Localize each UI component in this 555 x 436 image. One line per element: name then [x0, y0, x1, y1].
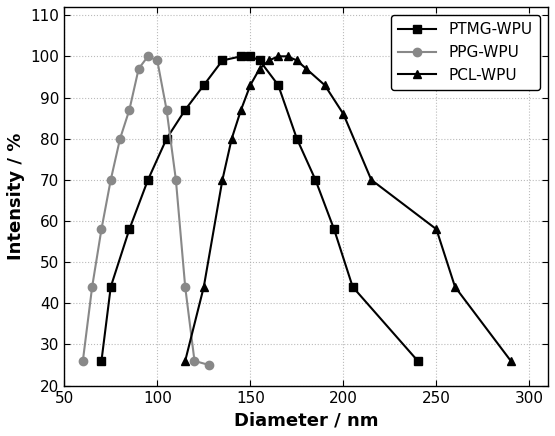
PCL-WPU [228, 136, 235, 141]
PPG-WPU [173, 177, 179, 182]
PTMG-WPU [182, 107, 189, 112]
PTMG-WPU [145, 177, 152, 182]
PCL-WPU [266, 58, 273, 63]
PCL-WPU [238, 107, 244, 112]
PTMG-WPU [200, 82, 207, 88]
PCL-WPU [452, 284, 458, 290]
PCL-WPU [294, 58, 300, 63]
PTMG-WPU [349, 284, 356, 290]
Y-axis label: Intensity / %: Intensity / % [7, 133, 25, 260]
PTMG-WPU [98, 358, 105, 364]
PTMG-WPU [219, 58, 226, 63]
Line: PPG-WPU: PPG-WPU [79, 52, 214, 369]
PCL-WPU [182, 358, 189, 364]
PPG-WPU [163, 107, 170, 112]
PTMG-WPU [238, 54, 244, 59]
PTMG-WPU [126, 227, 133, 232]
PCL-WPU [275, 54, 281, 59]
PCL-WPU [219, 177, 226, 182]
X-axis label: Diameter / nm: Diameter / nm [234, 411, 379, 429]
PCL-WPU [340, 111, 347, 116]
PPG-WPU [89, 284, 95, 290]
PPG-WPU [126, 107, 133, 112]
Line: PTMG-WPU: PTMG-WPU [97, 52, 422, 365]
PPG-WPU [154, 58, 160, 63]
PCL-WPU [433, 227, 440, 232]
PCL-WPU [368, 177, 375, 182]
PCL-WPU [507, 358, 514, 364]
Line: PCL-WPU: PCL-WPU [181, 52, 515, 365]
PCL-WPU [200, 284, 207, 290]
PCL-WPU [247, 82, 254, 88]
PTMG-WPU [163, 136, 170, 141]
PTMG-WPU [331, 227, 337, 232]
PCL-WPU [256, 66, 263, 72]
PTMG-WPU [108, 284, 114, 290]
PPG-WPU [117, 136, 123, 141]
PPG-WPU [206, 362, 213, 368]
PCL-WPU [321, 82, 328, 88]
PPG-WPU [191, 358, 198, 364]
PPG-WPU [79, 358, 86, 364]
PPG-WPU [182, 284, 189, 290]
PTMG-WPU [256, 58, 263, 63]
PPG-WPU [135, 66, 142, 72]
PTMG-WPU [275, 82, 281, 88]
PCL-WPU [284, 54, 291, 59]
PPG-WPU [98, 227, 105, 232]
PTMG-WPU [247, 54, 254, 59]
PTMG-WPU [294, 136, 300, 141]
PPG-WPU [108, 177, 114, 182]
PTMG-WPU [312, 177, 319, 182]
PTMG-WPU [415, 358, 421, 364]
PPG-WPU [145, 54, 152, 59]
PCL-WPU [303, 66, 310, 72]
Legend: PTMG-WPU, PPG-WPU, PCL-WPU: PTMG-WPU, PPG-WPU, PCL-WPU [391, 14, 541, 90]
